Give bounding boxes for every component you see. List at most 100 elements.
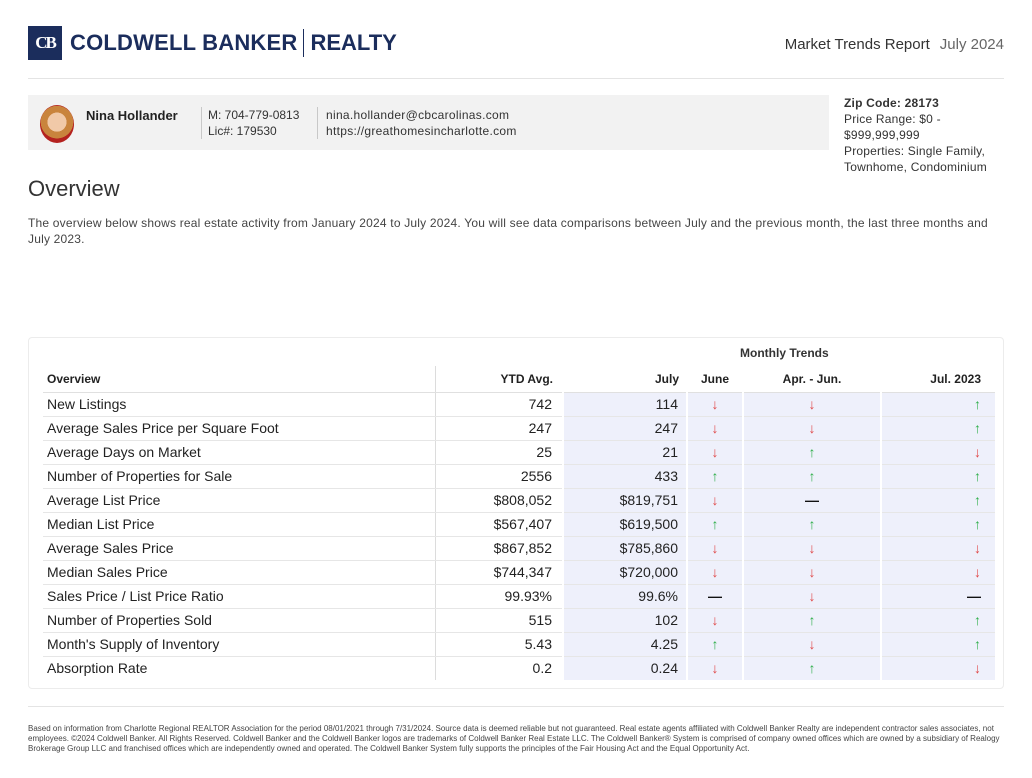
report-header: CB COLDWELL BANKER REALTY Market Trends … <box>28 24 1004 64</box>
brand-sub: REALTY <box>310 30 397 55</box>
col-header-apr-jun: Apr. - Jun. <box>743 366 881 393</box>
july-value: 247 <box>562 416 687 441</box>
trend-up-icon: ↑ <box>974 468 981 484</box>
trend-cell-june: — <box>686 584 743 609</box>
metric-label: Average Sales Price per Square Foot <box>43 416 436 441</box>
table-row: Number of Properties Sold 515 102 ↓ ↑ ↑ <box>43 608 995 633</box>
trend-down-icon: ↓ <box>808 420 816 436</box>
july-value: $619,500 <box>562 512 687 537</box>
agent-website-link[interactable]: https://greathomesincharlotte.com <box>326 124 517 138</box>
ytd-value: $744,347 <box>435 560 563 585</box>
report-title: Market Trends Report July 2024 <box>785 36 1004 53</box>
market-trends-table-card: Monthly Trends Overview YTD Avg. July Ju… <box>28 337 1004 689</box>
trend-cell-apr-jun: ↓ <box>742 536 881 561</box>
footer-divider <box>28 706 1004 707</box>
table-row: Sales Price / List Price Ratio 99.93% 99.6… <box>43 584 995 609</box>
metric-label: Median Sales Price <box>43 560 436 585</box>
trend-cell-june: ↓ <box>686 560 743 585</box>
ytd-value: 99.93% <box>435 584 563 609</box>
table-row: Average Days on Market 25 21 ↓ ↑ ↓ <box>43 440 995 465</box>
agent-phone[interactable]: M: 704-779-0813 <box>208 108 300 122</box>
trend-down-icon: ↓ <box>808 636 816 652</box>
ytd-value: $808,052 <box>435 488 563 513</box>
report-title-text: Market Trends Report <box>784 36 930 53</box>
market-trends-table: Overview YTD Avg. July June Apr. - Jun. … <box>43 366 995 680</box>
agent-name: Nina Hollander <box>86 108 178 123</box>
trend-cell-june: ↑ <box>686 464 743 489</box>
trend-up-icon: ↑ <box>711 516 719 532</box>
col-header-june: June <box>687 366 743 393</box>
trend-cell-jul-2023: ↑ <box>880 488 995 513</box>
trend-down-icon: ↓ <box>711 564 719 580</box>
july-value: $720,000 <box>562 560 687 585</box>
table-row: Number of Properties for Sale 2556 433 ↑ ↑ ↑ <box>43 464 995 489</box>
trend-down-icon: ↓ <box>711 420 719 436</box>
metric-label: Number of Properties for Sale <box>43 464 436 489</box>
trend-cell-apr-jun: ↓ <box>742 416 881 441</box>
trend-up-icon: ↑ <box>808 468 816 484</box>
july-value: $819,751 <box>562 488 687 513</box>
trend-up-icon: ↑ <box>808 612 816 628</box>
trend-cell-apr-jun: ↓ <box>742 584 881 609</box>
trend-up-icon: ↑ <box>808 516 816 532</box>
july-value: 4.25 <box>562 632 687 657</box>
col-header-overview: Overview <box>43 366 436 393</box>
metric-label: Month's Supply of Inventory <box>43 632 436 657</box>
legal-disclaimer: Based on information from Charlotte Regi… <box>28 724 1000 753</box>
ytd-value: 0.2 <box>532 660 552 677</box>
trend-down-icon: ↓ <box>711 660 719 677</box>
july-value: 114 <box>562 392 687 417</box>
trend-down-icon: ↓ <box>808 540 816 556</box>
metric-label: Absorption Rate <box>43 656 436 680</box>
trend-up-icon: ↑ <box>711 636 719 652</box>
trend-cell-apr-jun: ↑ <box>742 656 881 680</box>
trend-cell-apr-jun: ↓ <box>742 560 881 585</box>
trend-up-icon: ↑ <box>808 444 816 460</box>
ytd-value: 5.43 <box>435 632 563 657</box>
col-header-ytd: YTD Avg. <box>435 366 563 393</box>
agent-license: Lic#: 179530 <box>208 124 277 138</box>
ytd-value: $567,407 <box>435 512 563 537</box>
agent-card: Nina Hollander M: 704-779-0813 Lic#: 179… <box>28 95 829 150</box>
table-row: Median List Price $567,407 $619,500 ↑ ↑ ↑ <box>43 512 995 537</box>
trend-cell-jul-2023: ↓ <box>880 560 995 585</box>
zip-code: Zip Code: 28173 <box>844 96 940 110</box>
agent-email-link[interactable]: nina.hollander@cbcarolinas.com <box>326 108 510 122</box>
logo-divider <box>303 29 305 57</box>
trend-cell-apr-jun: ↑ <box>742 512 881 537</box>
table-row: Month's Supply of Inventory 5.43 4.25 ↑ ↓ ↑ <box>43 632 995 657</box>
trend-cell-june: ↓ <box>686 488 743 513</box>
coldwell-banker-logo[interactable]: CB COLDWELL BANKER REALTY <box>28 26 397 60</box>
ytd-value: 515 <box>435 608 563 633</box>
trend-cell-june: ↓ <box>686 392 743 417</box>
metric-label: Average Sales Price <box>43 536 436 561</box>
ytd-value: 25 <box>435 440 563 465</box>
agent-divider <box>317 107 318 139</box>
metric-label: Sales Price / List Price Ratio <box>43 584 436 609</box>
metric-label: Average Days on Market <box>43 440 436 465</box>
trend-cell-june: ↓ <box>686 536 743 561</box>
trend-down-icon: ↓ <box>974 564 981 580</box>
ytd-value: 742 <box>435 392 563 417</box>
price-range-line2: $999,999,999 <box>844 128 920 142</box>
trend-flat-icon: — <box>967 588 981 604</box>
july-value: 0.24 <box>562 656 687 680</box>
trend-cell-june: ↓ <box>686 416 743 441</box>
trend-down-icon: ↓ <box>711 492 719 508</box>
trend-up-icon: ↑ <box>808 660 816 677</box>
trend-flat-icon: — <box>805 492 819 508</box>
trend-down-icon: ↓ <box>808 564 816 580</box>
trend-cell-apr-jun: — <box>742 488 881 513</box>
properties-line2: Townhome, Condominium <box>844 160 987 174</box>
table-row: New Listings 742 114 ↓ ↓ ↑ <box>43 392 995 417</box>
trend-up-icon: ↑ <box>974 612 981 628</box>
search-criteria: Zip Code: 28173 Price Range: $0 - $999,9… <box>844 95 1014 175</box>
trend-up-icon: ↑ <box>711 468 719 484</box>
trend-cell-jul-2023: ↓ <box>880 656 995 680</box>
table-header-row: Overview YTD Avg. July June Apr. - Jun. … <box>43 366 995 393</box>
agent-divider <box>201 107 202 139</box>
ytd-value: 2556 <box>435 464 563 489</box>
table-row: Absorption Rate 0.2 0.24 ↓ ↑ ↓ <box>43 656 995 680</box>
trend-up-icon: ↑ <box>974 516 981 532</box>
trend-down-icon: ↓ <box>711 540 719 556</box>
